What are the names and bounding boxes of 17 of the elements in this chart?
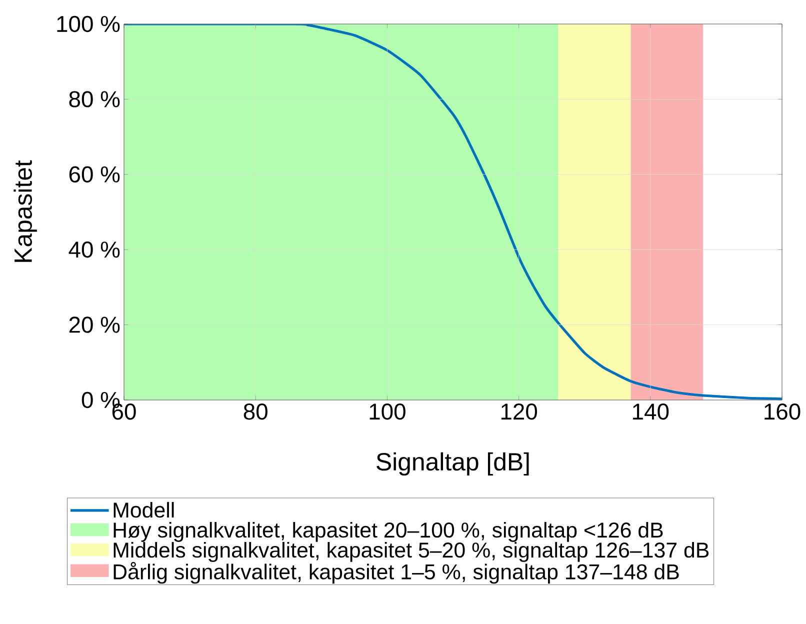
legend-label: Høy signalkvalitet, kapasitet 20–100 %, signaltap <126 dB bbox=[114, 522, 663, 542]
y-tick-label: 80 % bbox=[69, 91, 120, 108]
legend-label: Dårlig signalkvalitet, kapasitet 1–5 %, signaltap 137–148 dB bbox=[114, 562, 679, 584]
line-series bbox=[124, 24, 782, 400]
y-tick-label: 40 % bbox=[68, 241, 120, 258]
x-tick-label: 120 bbox=[501, 404, 538, 420]
legend-label: Modell bbox=[114, 502, 174, 518]
x-tick-label: 140 bbox=[633, 404, 669, 420]
x-tick-label: 100 bbox=[370, 404, 406, 420]
y-tick-label: 100 % bbox=[57, 16, 120, 32]
y-tick-label: 60 % bbox=[69, 166, 120, 183]
legend-label: Middels signalkvalitet, kapasitet 5–20 %, signaltap 126–137 dB bbox=[114, 542, 709, 562]
x-tick-label: 80 bbox=[244, 404, 268, 420]
x-axis-title: Signaltap [dB] bbox=[376, 452, 529, 476]
y-axis-title: Kapasitet bbox=[14, 160, 37, 262]
x-tick-label: 160 bbox=[764, 404, 800, 420]
y-tick-label: 20 % bbox=[69, 316, 120, 333]
